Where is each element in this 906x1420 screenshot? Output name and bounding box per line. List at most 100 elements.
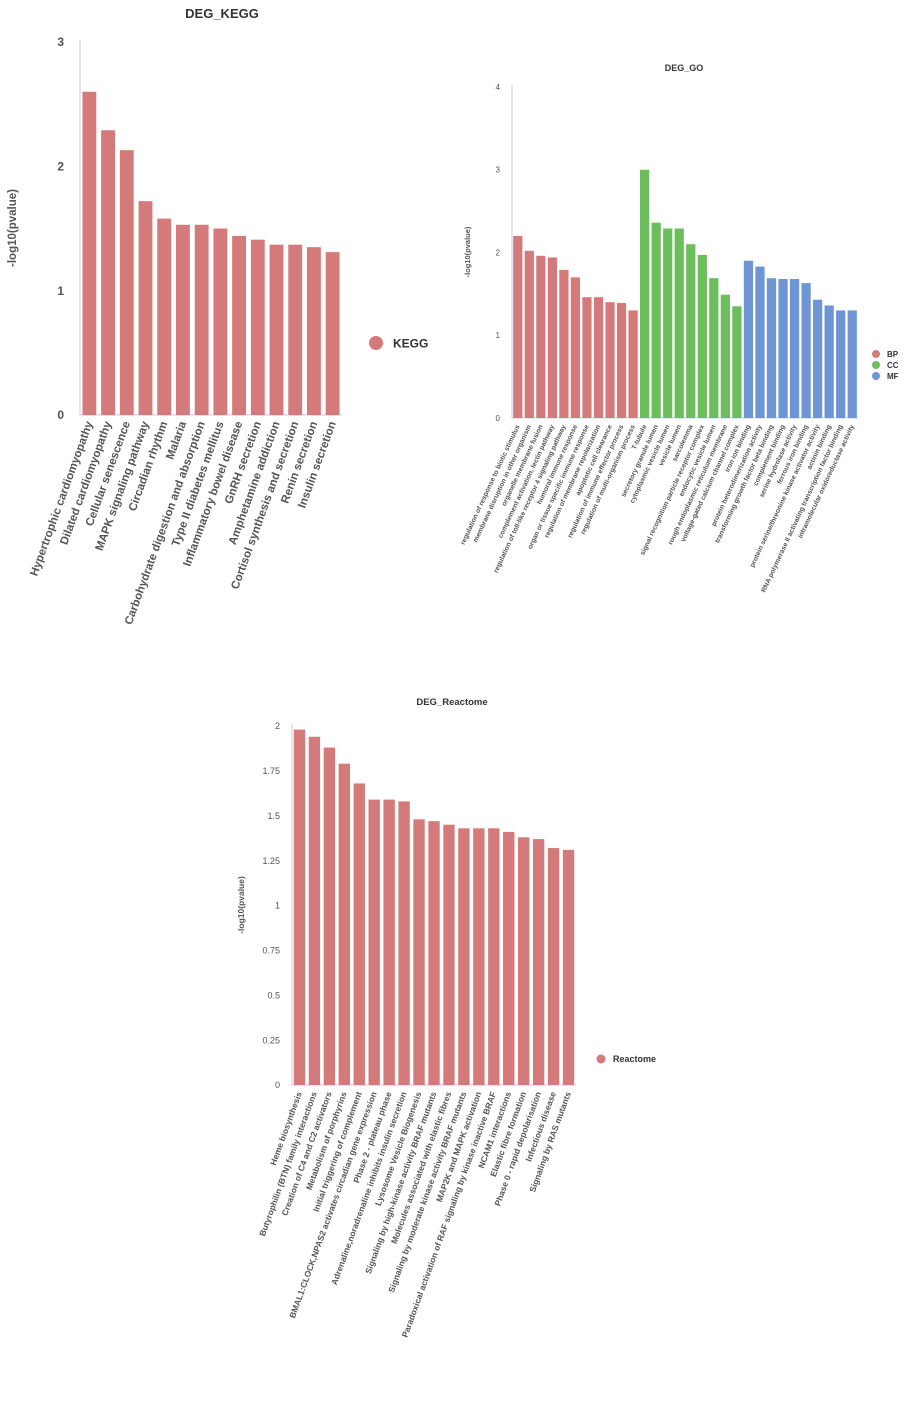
bar: [674, 228, 684, 418]
y-tick-label: 2: [57, 160, 64, 174]
bar: [593, 297, 604, 418]
bar: [847, 310, 857, 418]
bar: [138, 201, 153, 415]
bar: [269, 244, 284, 415]
y-tick-label: 0: [275, 1080, 280, 1090]
chart-title: DEG_Reactome: [416, 697, 487, 708]
y-tick-label: 0.5: [267, 990, 280, 1000]
legend-label: Reactome: [613, 1054, 656, 1064]
bar: [338, 763, 350, 1085]
chart-title: DEG_KEGG: [185, 6, 259, 21]
bar: [697, 254, 707, 418]
bar: [513, 235, 523, 418]
bar: [368, 799, 380, 1085]
bar: [743, 260, 754, 418]
bar: [640, 169, 650, 418]
bar: [686, 244, 696, 418]
bar: [836, 310, 846, 418]
bar: [536, 255, 546, 418]
y-tick-label: 1: [496, 331, 501, 340]
y-tick-label: 3: [57, 35, 64, 49]
legend-marker: [872, 372, 880, 380]
bar: [250, 239, 265, 415]
legend-label: BP: [887, 350, 899, 359]
bar: [801, 283, 811, 418]
bar: [532, 839, 545, 1085]
bar: [101, 130, 115, 415]
y-tick-label: 0: [496, 414, 501, 423]
bar: [813, 299, 823, 418]
y-axis-label: -log10(pvalue): [236, 876, 246, 934]
bar: [605, 302, 615, 418]
bar: [663, 228, 673, 418]
bar: [789, 278, 800, 418]
y-tick-label: 3: [496, 166, 501, 175]
bar: [293, 729, 306, 1085]
legend-label: MF: [887, 372, 899, 381]
y-tick-label: 1: [57, 284, 64, 298]
bar: [651, 222, 661, 418]
bar: [755, 266, 765, 418]
bar: [213, 228, 228, 415]
bar: [570, 277, 581, 418]
legend-label: KEGG: [393, 336, 428, 350]
bar: [628, 310, 638, 418]
bar: [353, 783, 365, 1085]
bar: [582, 297, 592, 418]
bar: [413, 819, 425, 1085]
y-tick-label: 1.25: [262, 856, 280, 866]
legend-marker: [872, 350, 880, 358]
y-tick-label: 0: [57, 408, 64, 422]
bar: [398, 801, 410, 1085]
bar: [488, 828, 500, 1085]
legend-marker: [369, 336, 383, 350]
bar: [325, 252, 340, 415]
bar: [307, 247, 321, 415]
bar: [732, 306, 742, 418]
y-tick-label: 1.75: [262, 766, 280, 776]
bar: [157, 218, 172, 415]
bar: [428, 821, 440, 1085]
y-tick-label: 2: [275, 721, 280, 731]
bar: [503, 831, 515, 1085]
legend-label: CC: [887, 361, 899, 370]
bar: [473, 828, 485, 1085]
bar: [176, 224, 190, 415]
y-tick-label: 0.25: [262, 1035, 280, 1045]
bar: [194, 224, 209, 415]
y-tick-label: 4: [496, 83, 501, 92]
bar: [559, 269, 569, 418]
bar: [562, 849, 575, 1085]
bar: [458, 828, 470, 1085]
bar: [824, 305, 834, 418]
y-tick-label: 2: [496, 248, 501, 257]
bar: [524, 250, 534, 418]
legend-marker: [872, 361, 880, 369]
bar: [778, 278, 788, 418]
bar: [766, 278, 777, 418]
y-axis-label: -log10(pvalue): [7, 189, 19, 267]
chart-title: DEG_GO: [665, 63, 704, 73]
bar: [308, 736, 321, 1085]
y-tick-label: 0.75: [262, 946, 280, 956]
bar: [720, 294, 730, 418]
bar: [616, 302, 627, 418]
bar: [232, 235, 246, 415]
y-tick-label: 1.5: [267, 811, 280, 821]
bar: [82, 91, 97, 415]
bar: [518, 837, 530, 1085]
bar: [709, 278, 719, 418]
bar: [323, 747, 336, 1085]
bar: [288, 244, 303, 415]
bar: [119, 150, 134, 416]
bar: [383, 799, 395, 1085]
y-tick-label: 1: [275, 901, 280, 911]
y-axis-label: -log10(pvalue): [463, 226, 472, 277]
bar: [547, 257, 557, 418]
bar: [547, 848, 560, 1085]
legend-marker: [596, 1054, 606, 1064]
chart-reactome: DEG_Reactome 0 0.25 0.5 0.75 1 1.25 1.5 1.75 2 -lo…: [236, 697, 656, 1339]
